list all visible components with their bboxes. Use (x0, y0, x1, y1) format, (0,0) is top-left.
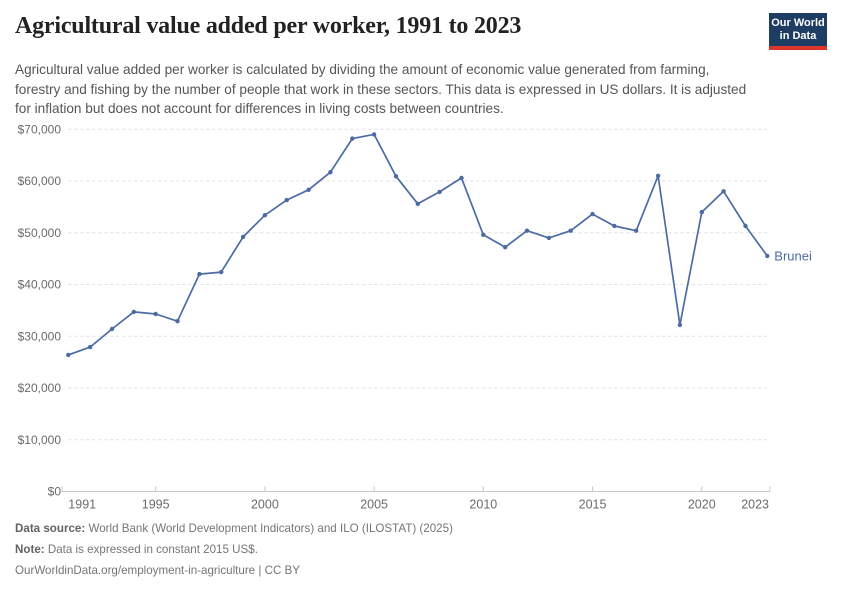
data-line[interactable] (67, 133, 769, 356)
note-text: Data is expressed in constant 2015 US$. (44, 543, 258, 556)
owid-logo-line1: Our World (771, 17, 825, 29)
y-tick-label: $50,000 (18, 226, 62, 240)
x-tick-label: 1995 (142, 498, 170, 512)
data-point[interactable] (153, 311, 158, 317)
data-point[interactable] (415, 201, 420, 206)
data-point[interactable] (634, 228, 639, 233)
data-point[interactable] (371, 132, 377, 137)
footer-link: OurWorldinData.org/employment-in-agricul… (15, 564, 301, 577)
data-point[interactable] (175, 319, 180, 324)
data-source-text: World Bank (World Development Indicators… (85, 522, 453, 535)
y-tick-label: $0 (48, 485, 62, 499)
page-title: Agricultural value added per worker, 199… (15, 13, 522, 39)
y-tick-label: $30,000 (18, 329, 62, 343)
data-point[interactable] (677, 322, 683, 328)
data-point[interactable] (590, 211, 595, 217)
y-tick-label: $10,000 (18, 433, 62, 447)
y-tick-label: $20,000 (18, 381, 62, 395)
data-source-label: Data source: (15, 522, 86, 535)
x-tick-label: 2020 (688, 498, 716, 512)
chart-subtitle: Agricultural value added per worker is c… (15, 62, 747, 117)
x-tick-label: 2005 (360, 498, 388, 512)
data-point[interactable] (219, 269, 224, 275)
data-point[interactable] (328, 170, 333, 175)
data-point[interactable] (743, 223, 748, 229)
data-point[interactable] (655, 173, 661, 178)
data-point[interactable] (503, 245, 508, 250)
x-tick-label: 2000 (251, 498, 279, 512)
data-point[interactable] (109, 326, 115, 332)
y-tick-label: $40,000 (18, 278, 62, 292)
x-tick-label: 2023 (741, 498, 769, 512)
owid-logo-line2: in Data (779, 29, 817, 42)
data-point[interactable] (568, 228, 573, 233)
data-point[interactable] (612, 223, 617, 229)
data-point[interactable] (240, 234, 246, 240)
y-tick-label: $70,000 (18, 122, 62, 136)
x-tick-label: 2010 (469, 498, 497, 512)
footer-note: Note: Data is expressed in constant 2015… (15, 543, 258, 556)
data-point[interactable] (524, 228, 530, 233)
data-point[interactable] (481, 232, 486, 237)
data-point[interactable] (262, 213, 268, 218)
data-point[interactable] (546, 235, 552, 241)
y-tick-label: $60,000 (18, 174, 62, 188)
owid-logo: Our World in Data (769, 13, 827, 50)
data-point[interactable] (197, 271, 202, 277)
entity-label-brunei: Brunei (774, 249, 812, 264)
x-tick-label: 1991 (68, 498, 96, 512)
data-point[interactable] (66, 352, 71, 358)
data-point[interactable] (393, 174, 399, 179)
data-point[interactable] (131, 309, 136, 315)
x-tick-label: 2015 (579, 498, 607, 512)
note-label: Note: (15, 543, 45, 556)
data-point[interactable] (284, 197, 289, 203)
data-point[interactable] (459, 175, 464, 181)
data-point[interactable] (350, 136, 355, 141)
data-point[interactable] (87, 344, 93, 350)
footer-data-source: Data source: World Bank (World Developme… (15, 522, 453, 535)
data-point[interactable] (721, 189, 726, 194)
data-point[interactable] (765, 253, 770, 259)
data-point[interactable] (437, 189, 442, 195)
data-point[interactable] (699, 209, 704, 215)
data-point[interactable] (306, 187, 311, 192)
